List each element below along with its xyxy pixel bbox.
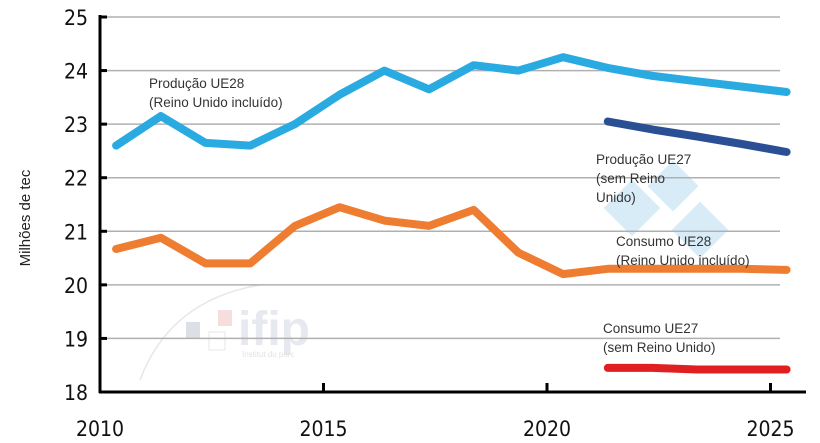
- series-label: (Reino Unido incluído): [149, 95, 283, 110]
- y-tick-label: 21: [64, 220, 88, 244]
- series-label: Produção UE27: [596, 152, 691, 167]
- x-tick-label: 2015: [299, 417, 347, 441]
- ifip-logo-subtext: Institut du porc: [242, 350, 294, 359]
- x-tick-label: 2010: [76, 417, 124, 441]
- y-tick-label: 19: [64, 327, 88, 351]
- y-axis-label: Milhões de tec: [17, 169, 34, 266]
- y-tick-label: 18: [64, 381, 88, 405]
- ifip-logo-text: ifip: [238, 303, 310, 356]
- series-line-3: [603, 363, 791, 374]
- series-label: Consumo UE28: [616, 234, 711, 249]
- x-tick-label: 2020: [523, 417, 571, 441]
- ifip-logo-arc: [139, 284, 261, 381]
- y-tick-label: 20: [64, 274, 88, 298]
- y-tick-label: 25: [64, 6, 88, 30]
- series-line-1: [603, 117, 791, 156]
- series-label: (Reino Unido incluído): [616, 253, 750, 268]
- series-line-0: [112, 53, 791, 150]
- ifip-logo-square: [208, 331, 226, 351]
- ifip-logo-square: [186, 322, 200, 338]
- y-tick-label: 23: [64, 113, 88, 137]
- series-label: Produção UE28: [149, 76, 244, 91]
- y-tick-label: 22: [64, 167, 88, 191]
- series-label: Unido): [596, 190, 636, 205]
- ifip-logo-square: [218, 310, 232, 326]
- series-label: Consumo UE27: [603, 321, 698, 336]
- y-tick-label: 24: [64, 60, 88, 84]
- series-label: (sem Reino: [596, 171, 665, 186]
- series-label: (sem Reino Unido): [603, 340, 716, 355]
- series-line-2: [112, 203, 791, 279]
- x-tick-label: 2025: [746, 417, 794, 441]
